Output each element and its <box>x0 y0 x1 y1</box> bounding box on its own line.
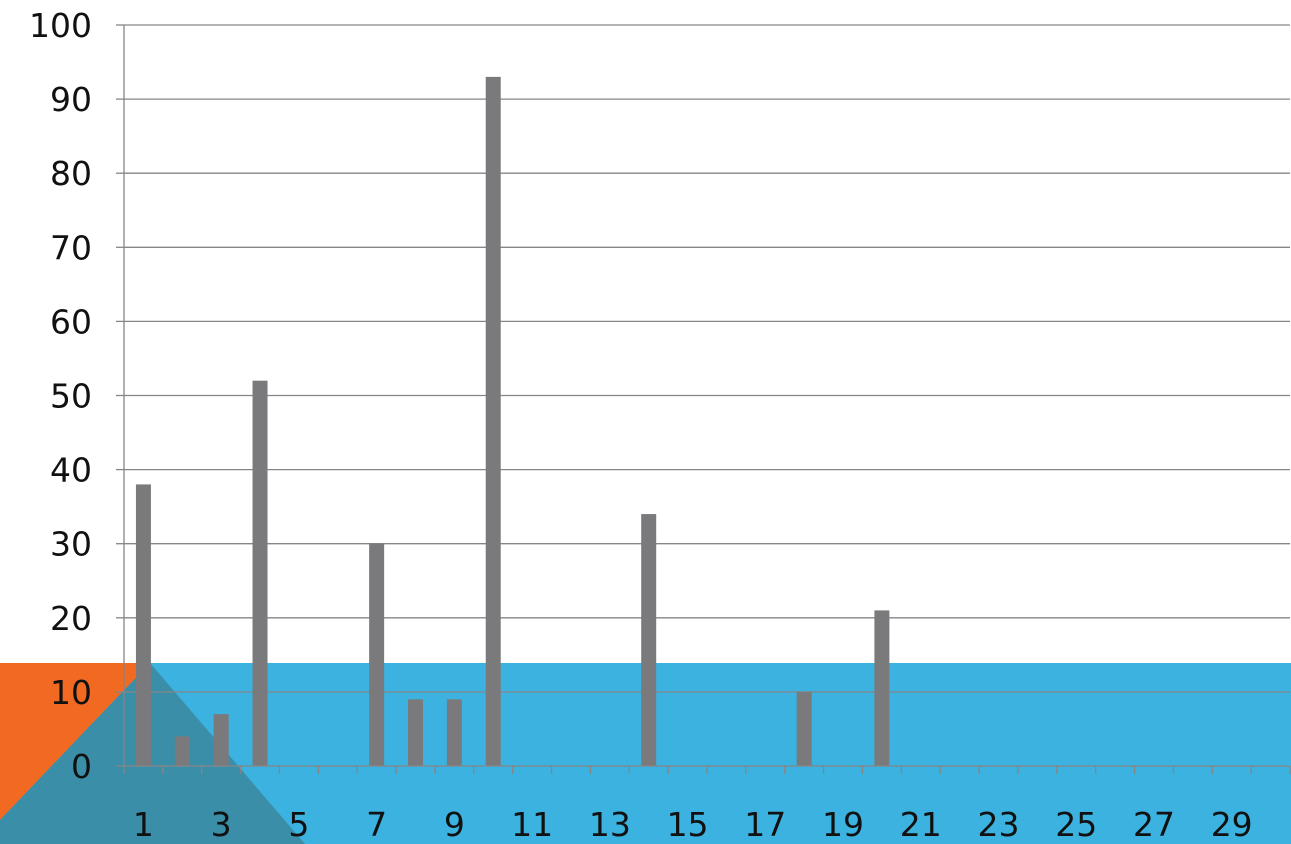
x-tick-label: 19 <box>822 805 864 844</box>
x-tick-label: 3 <box>211 805 232 844</box>
y-axis-tick-labels: 0 10 20 30 40 50 60 70 80 90 100 <box>29 6 124 786</box>
bar-20 <box>874 610 890 766</box>
x-tick-label: 17 <box>744 805 786 844</box>
x-tick-label: 1 <box>133 805 154 844</box>
bar-14 <box>641 514 657 766</box>
x-tick-label: 9 <box>444 805 465 844</box>
shadow-triangle <box>0 663 305 844</box>
x-tick-label: 25 <box>1055 805 1097 844</box>
x-tick-label: 5 <box>288 805 309 844</box>
y-tick-label: 100 <box>29 6 92 45</box>
bar-8 <box>408 699 423 766</box>
x-tick-label: 21 <box>900 805 942 844</box>
bar-2 <box>174 736 190 766</box>
x-tick-label: 23 <box>978 805 1020 844</box>
y-tick-label: 40 <box>50 451 92 490</box>
bar-7 <box>369 543 385 766</box>
x-tick-label: 7 <box>366 805 387 844</box>
y-tick-label: 20 <box>50 599 92 638</box>
gridlines <box>124 24 1290 693</box>
x-tick-label: 29 <box>1211 805 1253 844</box>
y-tick-label: 70 <box>50 228 92 267</box>
bar-18 <box>796 691 812 766</box>
x-tick-label: 13 <box>589 805 631 844</box>
y-tick-label: 10 <box>50 673 92 712</box>
bar-1 <box>135 484 151 766</box>
bar-9 <box>446 699 462 766</box>
x-tick-label: 11 <box>511 805 553 844</box>
x-tick-label: 15 <box>667 805 709 844</box>
x-axis-ticks: 1 3 5 7 9 11 13 15 17 19 21 23 25 27 29 <box>123 766 1291 844</box>
y-tick-label: 60 <box>50 302 92 341</box>
bar-4 <box>252 380 268 766</box>
bars <box>135 76 890 767</box>
y-tick-label: 50 <box>50 377 92 416</box>
y-tick-label: 30 <box>50 525 92 564</box>
y-tick-label: 0 <box>71 747 92 786</box>
bar-10 <box>485 76 501 767</box>
y-tick-label: 90 <box>50 80 92 119</box>
bar-3 <box>213 714 229 766</box>
y-tick-label: 80 <box>50 154 92 193</box>
x-tick-label: 27 <box>1133 805 1175 844</box>
